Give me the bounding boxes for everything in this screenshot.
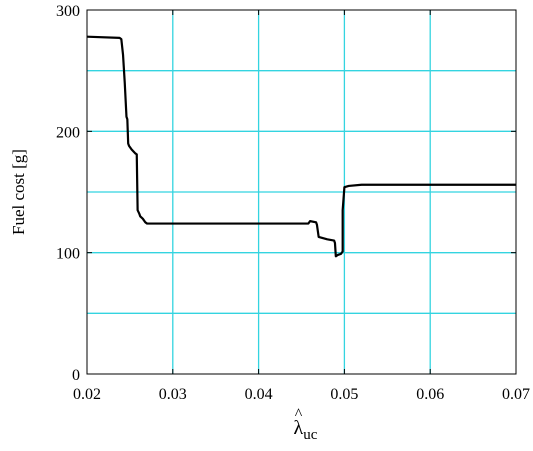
x-tick-label: 0.03	[159, 386, 187, 403]
y-tick-label: 0	[72, 367, 80, 384]
x-axis-label: λuc	[294, 417, 318, 443]
x-tick-label: 0.05	[330, 386, 358, 403]
y-tick-label: 300	[56, 3, 80, 20]
x-tick-label: 0.06	[416, 386, 444, 403]
fuel-cost-series-line	[86, 35, 516, 258]
x-tick-label: 0.07	[502, 386, 530, 403]
x-axis-label-subscript: uc	[303, 427, 318, 443]
x-axis-label-hat: ^	[295, 406, 303, 423]
x-axis-label-symbol: λ	[294, 417, 304, 439]
x-tick-label: 0.04	[245, 386, 273, 403]
label-layer: 0.02 0.03 0.04 0.05 0.06 0.07 0 100 200 300 Fuel c…	[9, 3, 530, 443]
plot-frame	[86, 9, 517, 375]
y-axis-label: Fuel cost [g]	[9, 149, 28, 235]
y-tick-label: 200	[56, 124, 80, 141]
y-tick-label: 100	[56, 246, 80, 263]
x-tick-label: 0.02	[73, 386, 101, 403]
grid-layer	[87, 10, 516, 374]
tick-layer	[86, 9, 517, 375]
series-layer	[86, 35, 516, 258]
